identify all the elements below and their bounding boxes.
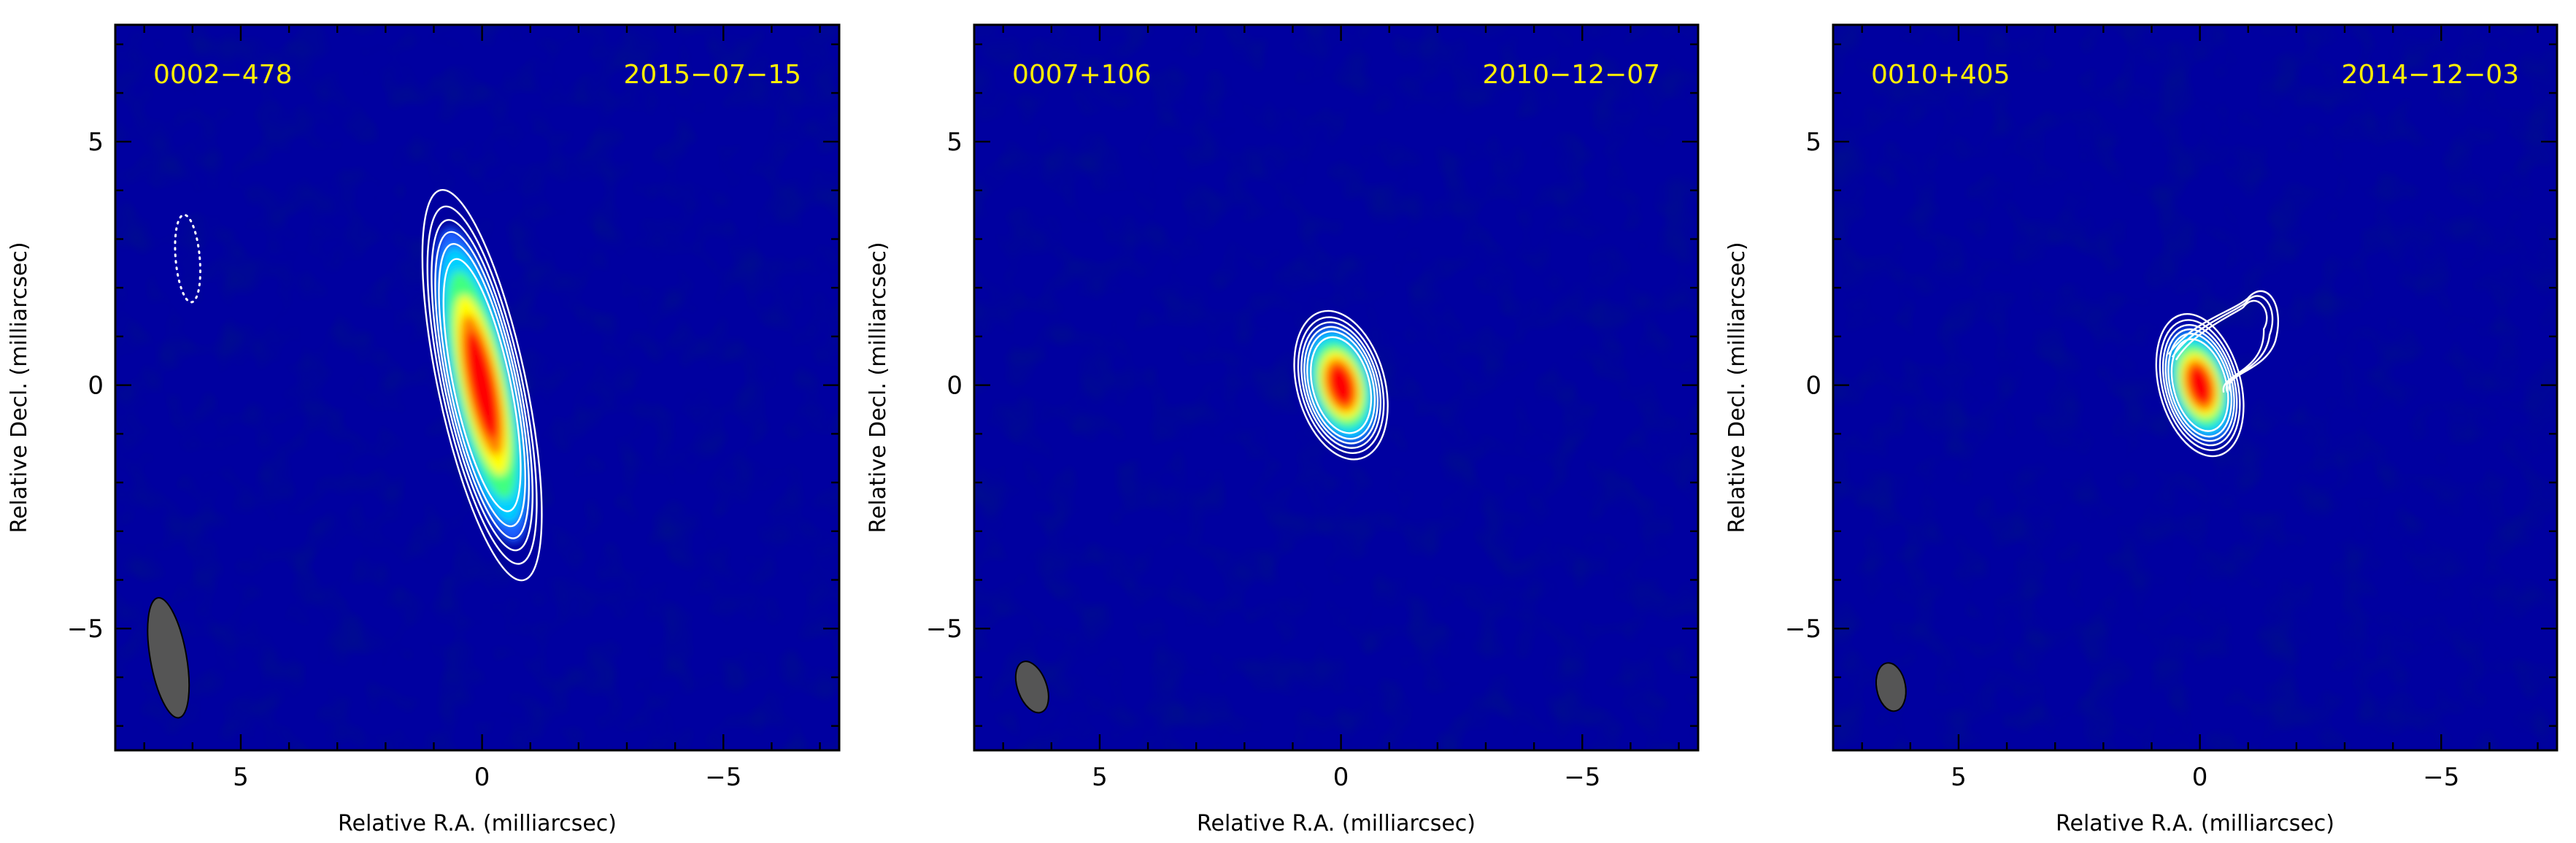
plot-frame (114, 23, 841, 752)
contour-6 (1310, 336, 1373, 434)
y-tick-label: 5 (88, 128, 104, 157)
contour-5 (1306, 330, 1376, 440)
emission-fill (1303, 325, 1379, 445)
x-tick-label: 5 (233, 763, 249, 792)
y-axis-label: Relative Decl. (milliarcsec) (1724, 242, 1750, 533)
contour-5 (2167, 333, 2233, 438)
ticks (115, 25, 839, 750)
y-tick-label: 0 (946, 372, 963, 401)
contour-2 (1297, 316, 1385, 454)
y-tick-label: 5 (946, 128, 963, 157)
contours (1293, 309, 1389, 461)
x-tick-label: 0 (2192, 763, 2208, 792)
plot-frame (1832, 23, 2558, 752)
x-tick-label: 0 (1333, 763, 1349, 792)
y-tick-label: 0 (1805, 372, 1821, 401)
x-tick-label: −5 (2423, 763, 2459, 792)
x-axis-label: Relative R.A. (milliarcsec) (2056, 811, 2334, 836)
x-tick-label: −5 (705, 763, 741, 792)
observation-date: 2015−07−15 (623, 60, 801, 90)
image-panel-2: 5 0 −5 5 0 −5 Relative R.A. (milliarcsec) Relat… (859, 0, 1717, 843)
contour-2 (426, 205, 538, 565)
x-axis-label: Relative R.A. (milliarcsec) (338, 811, 617, 836)
emission-fill (433, 227, 531, 543)
y-tick-label: 0 (88, 372, 104, 401)
emission-level-6 (2188, 365, 2213, 405)
contour-3 (431, 219, 534, 552)
plot-frame (973, 23, 1700, 752)
observation-date: 2010−12−07 (1482, 60, 1660, 90)
x-tick-label: 5 (1951, 763, 1967, 792)
y-tick-label: −5 (67, 615, 104, 644)
contour-3 (1300, 321, 1382, 449)
beam-ellipse (1014, 661, 1049, 714)
contour-1 (2155, 313, 2245, 458)
contour-3 (2162, 324, 2238, 447)
y-tick-label: −5 (1785, 615, 1821, 644)
source-name: 0002−478 (153, 60, 293, 90)
source-name: 0007+106 (1012, 60, 1152, 90)
contour-6 (442, 258, 522, 512)
x-axis-label: Relative R.A. (milliarcsec) (1197, 811, 1476, 836)
image-panel-3: 5 0 −5 5 0 −5 Relative R.A. (milliarcsec) Relat… (1718, 0, 2576, 843)
y-axis-label: Relative Decl. (milliarcsec) (7, 242, 32, 533)
contours (2155, 313, 2245, 458)
contour-5 (438, 243, 526, 528)
panel-svg: 5 0 −5 5 0 −5 Relative R.A. (milliarcsec) Relat… (7, 23, 841, 836)
x-tick-label: 0 (474, 763, 490, 792)
emission-fill (2164, 327, 2235, 443)
panel-svg: 5 0 −5 5 0 −5 Relative R.A. (milliarcsec) Relat… (865, 23, 1700, 836)
y-axis-label: Relative Decl. (milliarcsec) (865, 242, 891, 533)
source-name: 0010+405 (1871, 60, 2010, 90)
contour-4 (2164, 328, 2235, 442)
y-tick-label: −5 (926, 615, 963, 644)
beam-ellipse (1875, 662, 1907, 712)
contour-6 (2170, 338, 2229, 432)
x-tick-label: −5 (1564, 763, 1600, 792)
contours (421, 188, 543, 582)
emission-level-6 (465, 331, 499, 439)
ticks (1833, 25, 2557, 750)
emission-level-6 (1327, 364, 1354, 406)
observation-date: 2014−12−03 (2341, 60, 2519, 90)
jet-contour-1 (2167, 290, 2280, 393)
y-tick-label: 5 (1805, 128, 1821, 157)
contour-2 (2159, 319, 2241, 452)
negative-contour (174, 213, 201, 304)
contour-1 (1293, 309, 1389, 461)
contour-1 (421, 188, 543, 582)
panel-svg: 5 0 −5 5 0 −5 Relative R.A. (milliarcsec) Relat… (1724, 23, 2558, 836)
beam-ellipse (147, 597, 190, 719)
contour-4 (1303, 326, 1379, 444)
x-tick-label: 5 (1092, 763, 1108, 792)
image-panel-1: 5 0 −5 5 0 −5 Relative R.A. (milliarcsec) Relat… (0, 0, 858, 843)
contour-4 (434, 231, 530, 539)
ticks (974, 25, 1698, 750)
jet-contour-2 (2171, 295, 2274, 393)
